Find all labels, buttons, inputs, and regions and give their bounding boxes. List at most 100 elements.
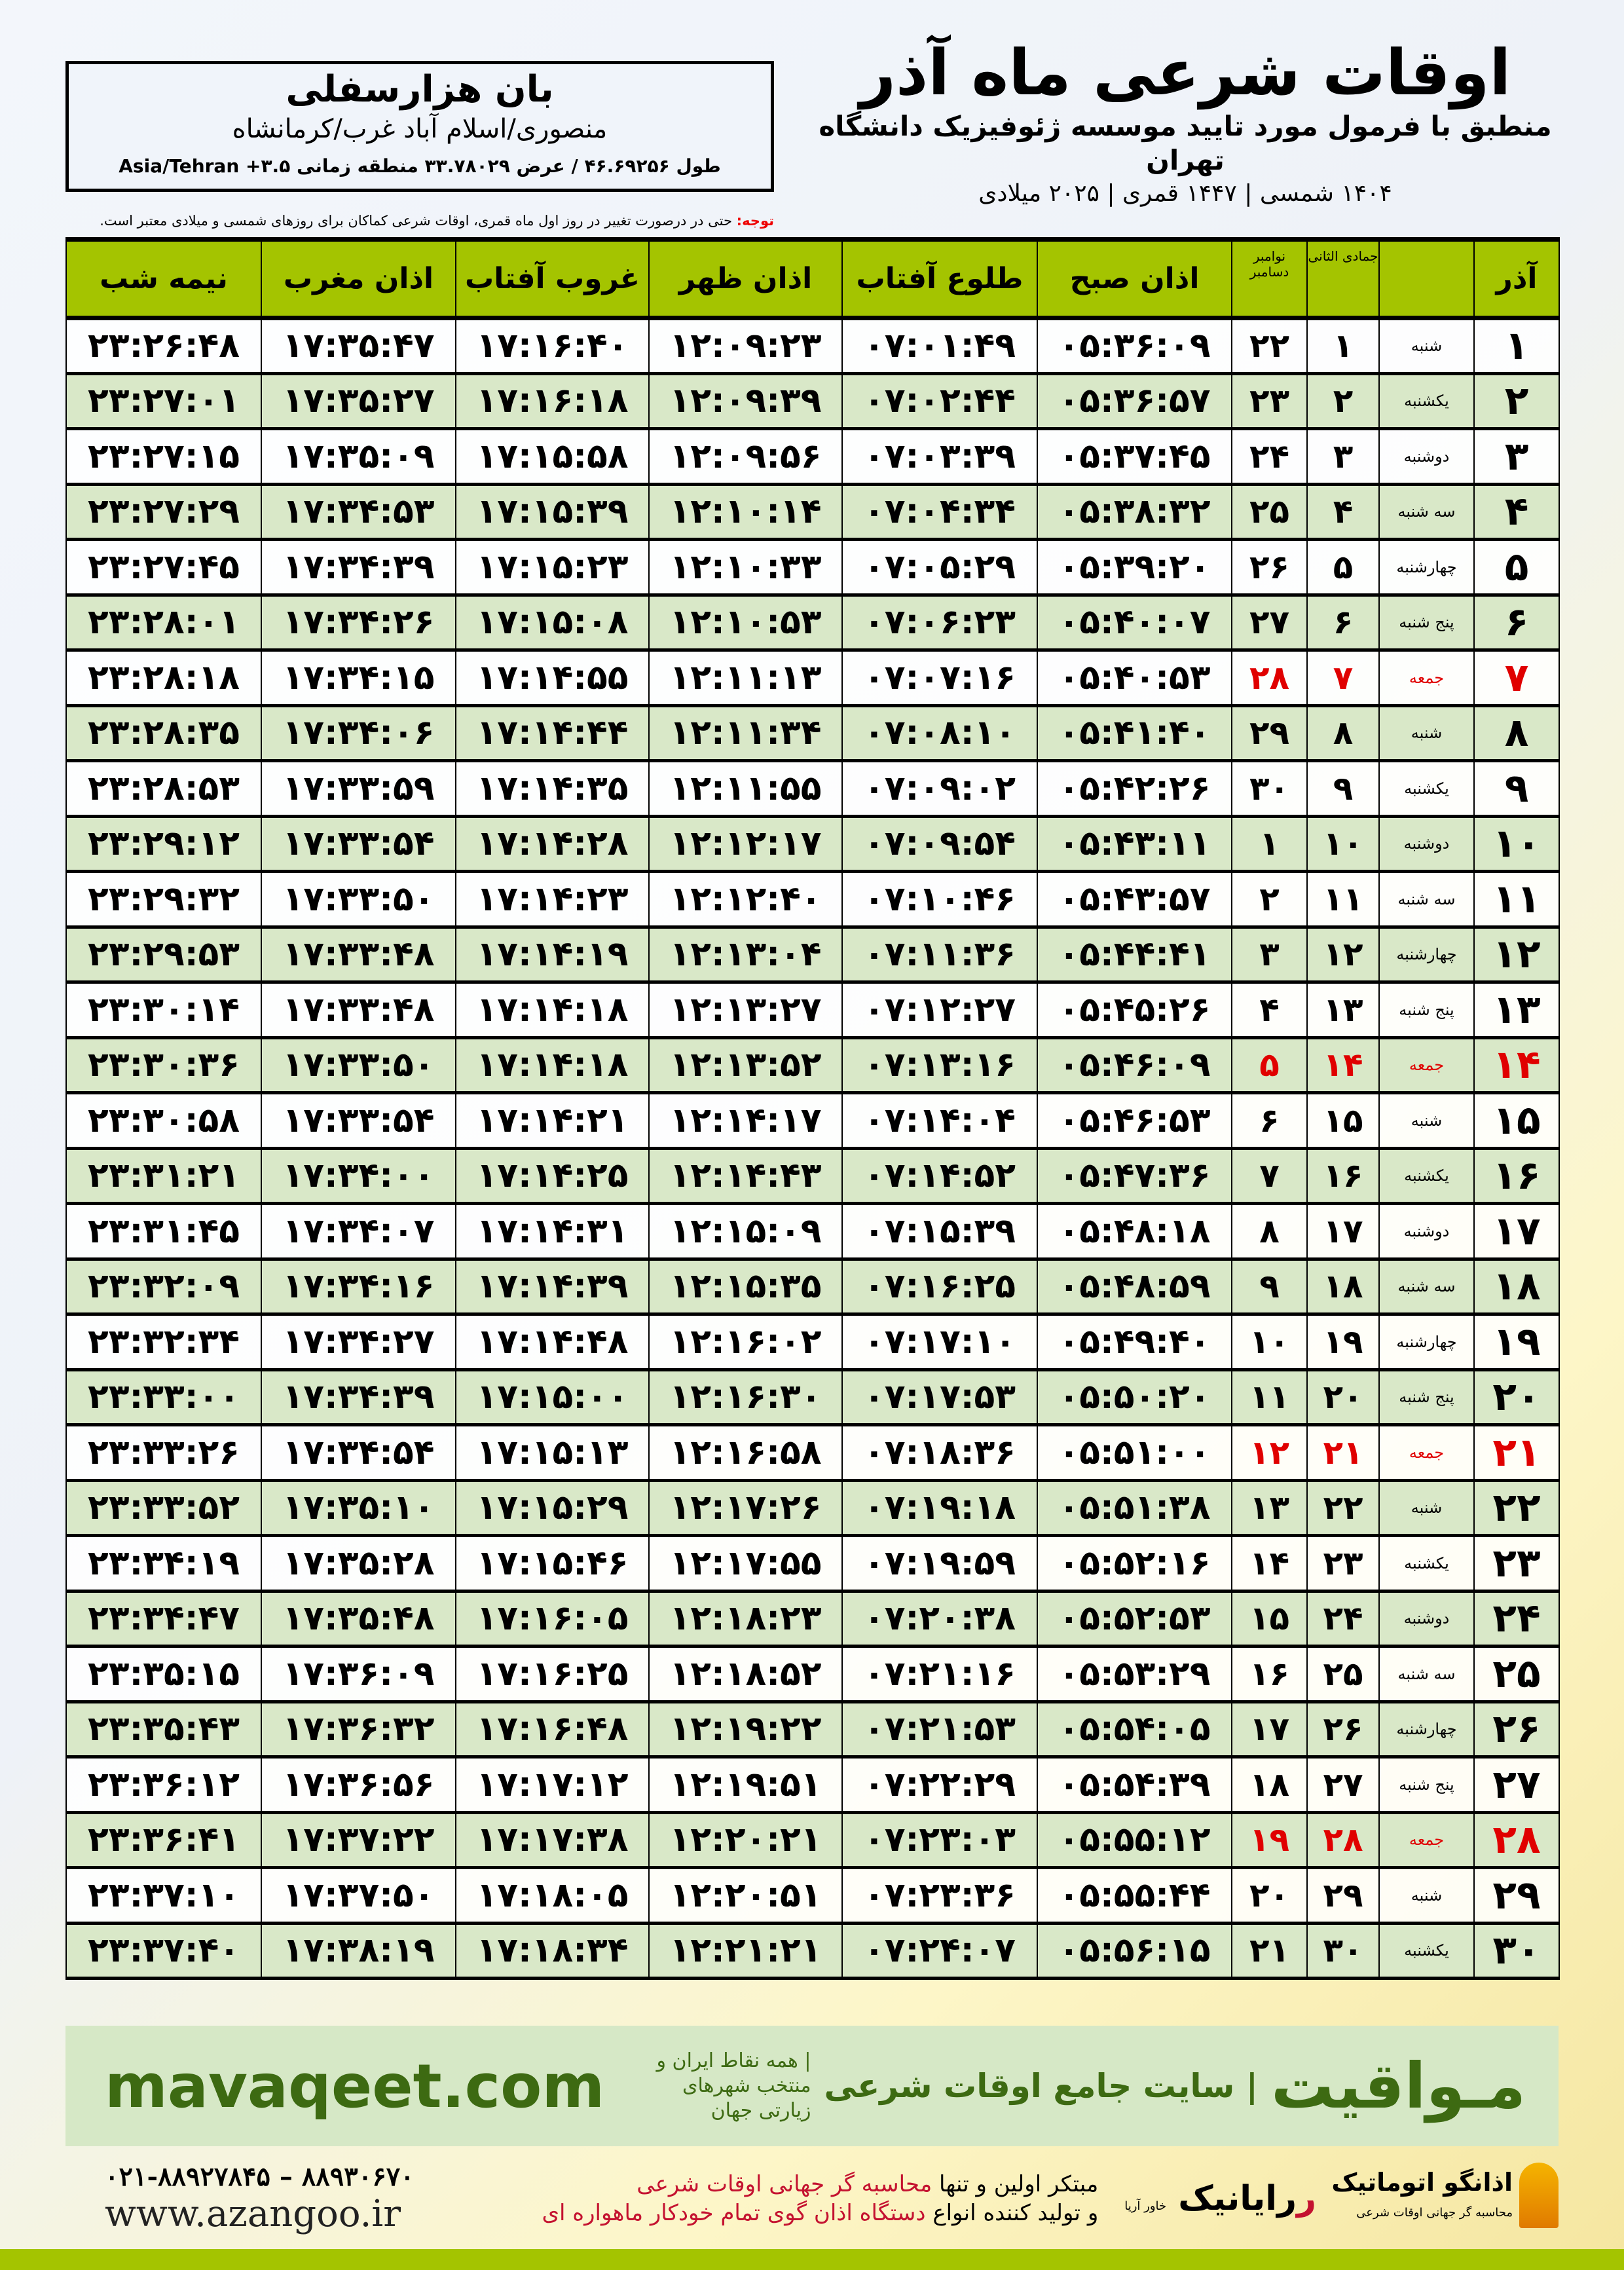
- day-azar: ۴: [1473, 483, 1560, 541]
- day-greg: ۲۸: [1231, 649, 1308, 707]
- minaret-icon: [1519, 2163, 1559, 2228]
- weekday: یکشنبه: [1378, 1922, 1475, 1980]
- time-tolu: ۰۷:۰۲:۴۴: [841, 373, 1038, 430]
- time-sobh: ۰۵:۳۶:۰۹: [1037, 317, 1232, 375]
- time-zohr: ۱۲:۱۱:۵۵: [648, 760, 843, 818]
- day-greg: ۱۶: [1231, 1645, 1308, 1703]
- time-sobh: ۰۵:۴۲:۲۶: [1037, 760, 1232, 818]
- time-zohr: ۱۲:۰۹:۳۹: [648, 373, 843, 430]
- promo-text: مبتکر اولین و تنها محاسبه گر جهانی اوقات…: [441, 2170, 1099, 2227]
- day-greg: ۵: [1231, 1037, 1308, 1094]
- azangoo-url[interactable]: www.azangoo.ir: [105, 2193, 401, 2235]
- time-sobh: ۰۵:۴۹:۴۰: [1037, 1313, 1232, 1371]
- col-maghreb: اذان مغرب: [261, 237, 456, 320]
- table-row: ۱۷ دوشنبه ۱۷ ۸ ۰۵:۴۸:۱۸ ۰۷:۱۵:۳۹ ۱۲:۱۵:۰۹ ۱۷:۱۴…: [65, 1202, 1560, 1261]
- weekday: سه شنبه: [1378, 1258, 1475, 1316]
- table-row: ۲۰ پنج شنبه ۲۰ ۱۱ ۰۵:۵۰:۲۰ ۰۷:۱۷:۵۳ ۱۲:۱۶:۳۰ ۱۷…: [65, 1369, 1560, 1426]
- time-nime: ۲۳:۲۸:۰۱: [65, 594, 262, 652]
- time-nime: ۲۳:۲۷:۱۵: [65, 428, 262, 486]
- time-nime: ۲۳:۳۱:۴۵: [65, 1202, 262, 1261]
- time-tolu: ۰۷:۱۲:۲۷: [841, 981, 1038, 1039]
- time-maghreb: ۱۷:۳۳:۵۰: [261, 1037, 456, 1094]
- rayanik-name: رایانیک: [1178, 2179, 1297, 2218]
- day-qamari: ۲۷: [1306, 1756, 1380, 1814]
- day-azar: ۱: [1473, 317, 1560, 375]
- time-nime: ۲۳:۲۹:۵۳: [65, 926, 262, 984]
- time-zohr: ۱۲:۱۵:۳۵: [648, 1258, 843, 1316]
- mavaqeet-url[interactable]: mavaqeet.com: [105, 2051, 605, 2121]
- table-row: ۶ پنج شنبه ۶ ۲۷ ۰۵:۴۰:۰۷ ۰۷:۰۶:۲۳ ۱۲:۱۰:۵۳ ۱۷:۱…: [65, 594, 1560, 652]
- time-maghreb: ۱۷:۳۵:۰۹: [261, 428, 456, 486]
- rayanik-sub: خاور آریا: [1124, 2199, 1167, 2213]
- table-row: ۲۹ شنبه ۲۹ ۲۰ ۰۵:۵۵:۴۴ ۰۷:۲۳:۳۶ ۱۲:۲۰:۵۱ ۱۷:۱۸:…: [65, 1867, 1560, 1925]
- time-sobh: ۰۵:۳۸:۳۲: [1037, 483, 1232, 541]
- weekday: جمعه: [1378, 1037, 1475, 1094]
- day-azar: ۱۰: [1473, 815, 1560, 873]
- day-azar: ۱۹: [1473, 1313, 1560, 1371]
- day-greg: ۲۴: [1231, 428, 1308, 486]
- weekday: شنبه: [1378, 1867, 1475, 1925]
- table-row: ۱ شنبه ۱ ۲۲ ۰۵:۳۶:۰۹ ۰۷:۰۱:۴۹ ۱۲:۰۹:۲۳ ۱۷:۱۶:۴۰…: [65, 317, 1560, 375]
- time-zohr: ۱۲:۱۷:۵۵: [648, 1535, 843, 1593]
- day-azar: ۱۵: [1473, 1092, 1560, 1150]
- year-line: ۱۴۰۴ شمسی | ۱۴۴۷ قمری | ۲۰۲۵ میلادی: [978, 180, 1392, 207]
- time-sobh: ۰۵:۴۵:۲۶: [1037, 981, 1232, 1039]
- weekday: یکشنبه: [1378, 1147, 1475, 1205]
- day-azar: ۱۶: [1473, 1147, 1560, 1205]
- mavaqeet-tagline: | سایت جامع اوقات شرعی: [824, 2067, 1258, 2105]
- time-tolu: ۰۷:۱۳:۱۶: [841, 1037, 1038, 1094]
- day-qamari: ۳: [1306, 428, 1380, 486]
- time-tolu: ۰۷:۲۰:۳۸: [841, 1590, 1038, 1648]
- time-sobh: ۰۵:۴۸:۵۹: [1037, 1258, 1232, 1316]
- time-ghorub: ۱۷:۱۴:۲۸: [455, 815, 650, 873]
- day-greg: ۱۰: [1231, 1313, 1308, 1371]
- time-nime: ۲۳:۳۵:۴۳: [65, 1701, 262, 1758]
- day-azar: ۳: [1473, 428, 1560, 486]
- time-tolu: ۰۷:۱۰:۴۶: [841, 870, 1038, 929]
- table-row: ۸ شنبه ۸ ۲۹ ۰۵:۴۱:۴۰ ۰۷:۰۸:۱۰ ۱۲:۱۱:۳۴ ۱۷:۱۴:۴۴…: [65, 705, 1560, 762]
- day-greg: ۲۶: [1231, 538, 1308, 597]
- time-zohr: ۱۲:۱۷:۲۶: [648, 1479, 843, 1537]
- time-zohr: ۱۲:۲۰:۲۱: [648, 1812, 843, 1869]
- day-azar: ۲۸: [1473, 1812, 1560, 1869]
- time-tolu: ۰۷:۲۳:۳۶: [841, 1867, 1038, 1925]
- time-nime: ۲۳:۳۰:۱۴: [65, 981, 262, 1039]
- time-sobh: ۰۵:۴۳:۵۷: [1037, 870, 1232, 929]
- time-nime: ۲۳:۳۰:۵۸: [65, 1092, 262, 1150]
- time-zohr: ۱۲:۱۴:۴۳: [648, 1147, 843, 1205]
- promo-2a: و تولید کننده انواع: [925, 2200, 1099, 2226]
- time-tolu: ۰۷:۰۶:۲۳: [841, 594, 1038, 652]
- table-row: ۱۳ پنج شنبه ۱۳ ۴ ۰۵:۴۵:۲۶ ۰۷:۱۲:۲۷ ۱۲:۱۳:۲۷ ۱۷:…: [65, 981, 1560, 1039]
- time-maghreb: ۱۷:۳۵:۴۸: [261, 1590, 456, 1648]
- time-tolu: ۰۷:۰۹:۰۲: [841, 760, 1038, 818]
- contact-block: ۰۲۱-۸۸۹۲۷۸۴۵ – ۸۸۹۳۰۶۷۰ www.azangoo.ir: [65, 2161, 415, 2236]
- day-qamari: ۵: [1306, 538, 1380, 597]
- note: توجه: حتی در درصورت تغییر در روز اول ماه…: [65, 213, 774, 229]
- day-azar: ۸: [1473, 705, 1560, 762]
- location-box: بان هزارسفلی منصوری/اسلام آباد غرب/کرمان…: [65, 61, 774, 192]
- time-sobh: ۰۵:۵۴:۳۹: [1037, 1756, 1232, 1814]
- time-maghreb: ۱۷:۳۵:۲۸: [261, 1535, 456, 1593]
- time-zohr: ۱۲:۰۹:۵۶: [648, 428, 843, 486]
- time-maghreb: ۱۷:۳۶:۵۶: [261, 1756, 456, 1814]
- time-sobh: ۰۵:۳۹:۲۰: [1037, 538, 1232, 597]
- table-row: ۳۰ یکشنبه ۳۰ ۲۱ ۰۵:۵۶:۱۵ ۰۷:۲۴:۰۷ ۱۲:۲۱:۲۱ ۱۷:۱…: [65, 1922, 1560, 1980]
- time-ghorub: ۱۷:۱۴:۴۴: [455, 705, 650, 762]
- time-maghreb: ۱۷:۳۳:۴۸: [261, 981, 456, 1039]
- time-nime: ۲۳:۳۵:۱۵: [65, 1645, 262, 1703]
- prayer-times-table: آذر جمادی الثانی نوامبر دسامبر اذان صبح …: [65, 237, 1560, 1980]
- day-qamari: ۸: [1306, 705, 1380, 762]
- table-row: ۲۲ شنبه ۲۲ ۱۳ ۰۵:۵۱:۳۸ ۰۷:۱۹:۱۸ ۱۲:۱۷:۲۶ ۱۷:۱۵:…: [65, 1479, 1560, 1537]
- day-azar: ۲۱: [1473, 1424, 1560, 1482]
- mavaqeet-banner[interactable]: mavaqeet.com مـواقیت | سایت جامع اوقات ش…: [65, 2026, 1559, 2146]
- col-qamari: جمادی الثانی: [1306, 237, 1380, 320]
- day-qamari: ۳۰: [1306, 1922, 1380, 1980]
- time-tolu: ۰۷:۰۱:۴۹: [841, 317, 1038, 375]
- day-qamari: ۲۱: [1306, 1424, 1380, 1482]
- day-qamari: ۱۳: [1306, 981, 1380, 1039]
- time-zohr: ۱۲:۲۰:۵۱: [648, 1867, 843, 1925]
- time-ghorub: ۱۷:۱۵:۳۹: [455, 483, 650, 541]
- day-greg: ۲: [1231, 870, 1308, 929]
- day-qamari: ۴: [1306, 483, 1380, 541]
- time-nime: ۲۳:۳۶:۱۲: [65, 1756, 262, 1814]
